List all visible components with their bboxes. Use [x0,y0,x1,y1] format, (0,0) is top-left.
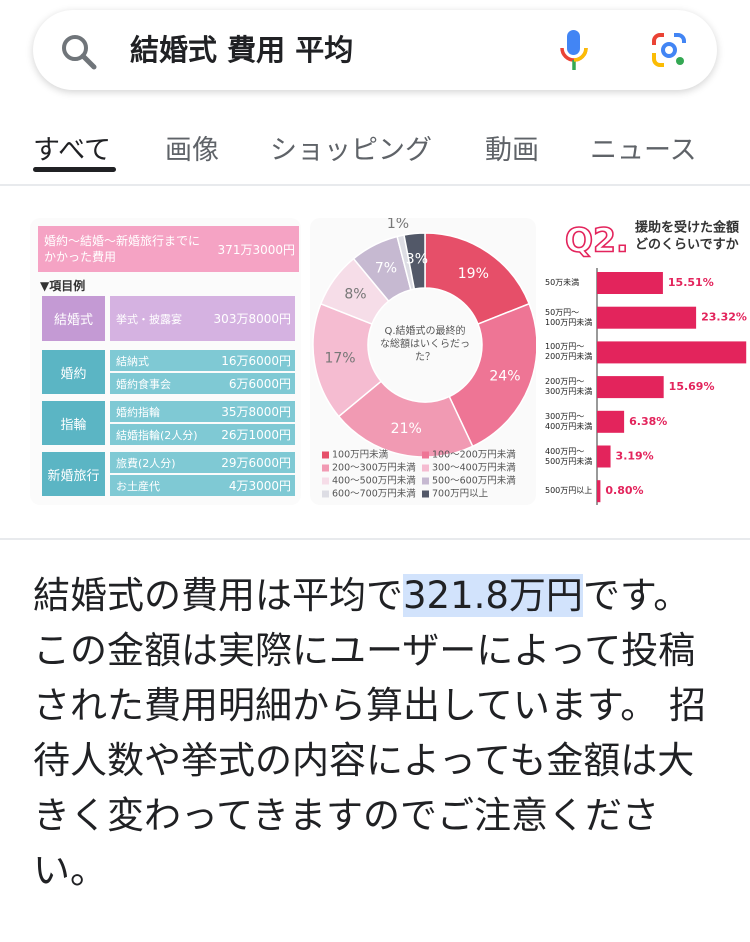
answer-text: 結婚式の費用は平均で321.8万円です。 この金額は実際にユーザーによって投稿さ… [33,568,723,898]
image-result[interactable]: 19% 24% 21% 17% 8% 7% 1% 3% Q.結婚式の最終的な総額はいくらだった？… [310,218,536,505]
divider [0,184,750,186]
answer-text: です。 この金額は実際にユーザーによって投稿された費用明細から算出しています。 … [33,574,706,892]
legend-swatch [422,451,429,459]
legend-label: 400～500万円未満 [332,475,416,487]
donut-slice [424,232,531,325]
item-name: 旅費(2人分) [110,452,212,473]
tab[interactable]: 動画 [485,135,539,166]
donut-slice [337,380,474,458]
answer-highlight: 321.8万円 [403,574,583,617]
image-result[interactable]: Q2. 援助を受けた金額 どのくらいですか 15.51% 23.32% 15.69% 6.3… [545,218,750,505]
bar-category-label: 200万円～300万円未満 [545,377,593,397]
chart-title-prefix: Q2. [565,221,629,260]
legend-label: 200～300万円未満 [332,462,416,474]
bar-value-label: 15.51% [668,276,714,289]
table-header-amount: 371万3000円 [204,226,299,272]
slice-label: 3% [406,251,428,267]
bar-category-label: 300万円～400万円未満 [545,411,593,431]
legend-swatch [322,477,329,485]
search-bar[interactable]: 結婚式 費用 平均 [33,10,717,90]
item-amount: 35万8000円 [212,401,295,422]
bar-value-label: 3.19% [616,450,654,463]
legend-swatch [422,477,429,485]
bar [597,480,601,503]
tab[interactable]: すべて [33,135,112,166]
item-name: 結納式 [110,350,212,371]
search-icon [62,35,97,70]
table-header: 婚約～結婚～新婚旅行までにかかった費用 [38,226,204,272]
table-section: ▼項目例 [40,278,86,293]
bar-category-label: 100万円～200万円未満 [545,342,593,362]
group-label: 結婚式 [42,296,105,341]
item-name: 婚約食事会 [110,373,212,394]
item-amount: 4万3000円 [212,475,295,496]
bar-value-label: 6.38% [629,415,667,428]
slice-label: 8% [344,286,366,302]
bar-value-label: 23.32% [701,311,747,324]
donut-slice [448,302,536,448]
slice-label: 19% [458,266,489,282]
legend-label: 300～400万円未満 [432,462,516,474]
legend-swatch [422,464,429,472]
chart-title: どのくらいですか [635,238,739,253]
bar [597,445,611,468]
item-amount: 29万6000円 [212,452,295,473]
mic-icon[interactable] [559,28,589,74]
legend-label: 500～600万円未満 [432,475,516,487]
legend-label: 100万円未満 [332,449,389,461]
tab[interactable]: ショッピング [270,135,432,166]
chart-title: Q.結婚式の最終的な総額はいくらだった？ [380,326,470,363]
slice-label: 17% [324,350,355,366]
lens-icon[interactable] [650,31,690,71]
legend-label: 600～700万円未満 [332,488,416,500]
bar [597,376,664,399]
search-query[interactable]: 結婚式 費用 平均 [130,33,354,67]
donut-chart: 19% 24% 21% 17% 8% 7% 1% 3% Q.結婚式の最終的な総額はいくらだった？… [312,218,536,500]
legend-swatch [322,464,329,472]
donut-center: Q.結婚式の最終的な総額はいくらだった？ [380,326,470,363]
item-name: 挙式・披露宴 [110,296,212,341]
slice-label: 21% [391,421,422,437]
group-label: 新婚旅行 [42,452,105,496]
group-label: 婚約 [42,350,105,394]
bar [597,306,697,329]
item-amount: 16万6000円 [212,350,295,371]
bar-category-label: 50万未満 [545,278,580,287]
tab-underline [33,167,116,172]
bar-value-label: 15.69% [669,380,715,393]
item-name: 結婚指輪(2人分) [110,424,212,445]
bar-category-label: 400万円～500万円未満 [545,446,593,466]
slice-label: 24% [489,369,520,385]
bar [597,410,625,433]
legend-label: 700万円以上 [432,489,489,500]
legend-swatch [322,451,329,459]
legend-swatch [322,490,329,498]
bar-value-label: 0.80% [605,484,643,497]
legend-label: 100～200万円未満 [432,449,516,461]
item-amount: 26万1000円 [212,424,295,445]
slice-label: 7% [375,260,397,276]
bar [597,272,663,294]
tab[interactable]: ニュース [590,135,697,166]
item-amount: 303万8000円 [212,296,295,341]
slice-label: 1% [387,218,409,232]
group-label: 指輪 [42,401,105,445]
bar [597,341,747,364]
image-result[interactable]: 婚約～結婚～新婚旅行までにかかった費用 371万3000円 ▼項目例結婚式 挙式・披露… [30,218,301,505]
item-amount: 6万6000円 [212,373,295,394]
tab[interactable]: 画像 [165,135,219,166]
bar-category-label: 500万円以上 [545,486,593,496]
divider [0,538,750,540]
legend-swatch [422,490,429,498]
answer-text: 結婚式の費用は平均で [33,574,403,617]
chart-title: 援助を受けた金額 [635,220,739,236]
item-name: 婚約指輪 [110,401,212,422]
item-name: お土産代 [110,475,212,496]
bar-category-label: 50万円～100万円未満 [545,307,593,327]
donut-slice [403,232,426,290]
